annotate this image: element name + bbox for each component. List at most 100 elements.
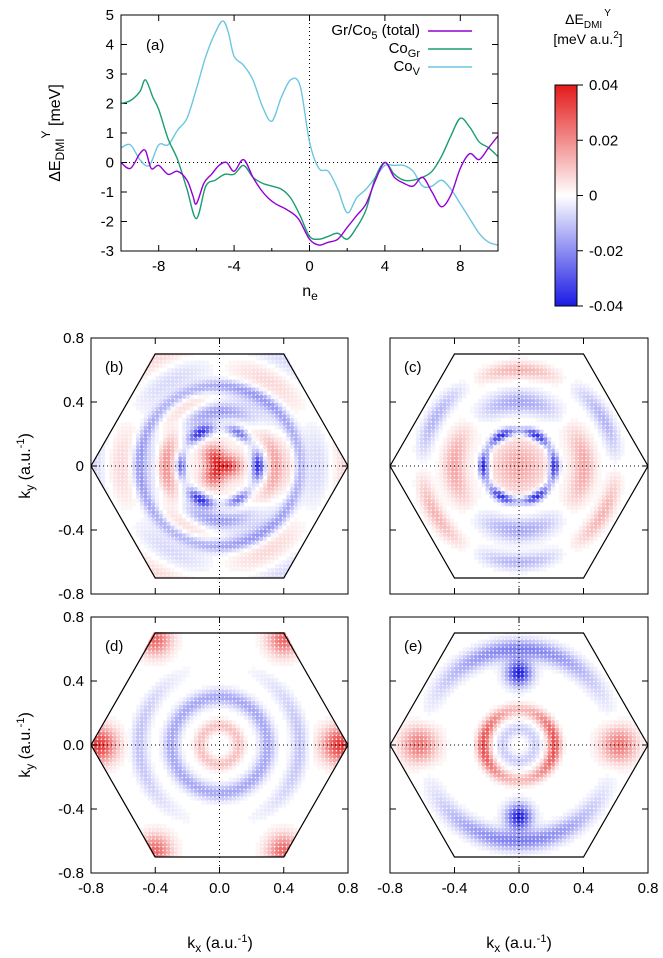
kspace-dot xyxy=(504,533,509,538)
kspace-dot xyxy=(516,517,521,522)
kspace-dot xyxy=(166,383,171,388)
kspace-dot xyxy=(282,448,287,453)
kspace-dot xyxy=(220,502,225,507)
kspace-dot xyxy=(189,517,194,522)
kspace-dot xyxy=(458,444,463,449)
kspace-dot xyxy=(520,440,525,446)
kspace-dot xyxy=(239,463,245,469)
kspace-dot xyxy=(101,479,106,484)
kspace-dot xyxy=(512,414,517,419)
kspace-dot xyxy=(340,563,345,568)
kspace-dot xyxy=(162,483,167,488)
kspace-dot xyxy=(286,410,291,415)
kspace-dot xyxy=(558,463,564,469)
kspace-dot xyxy=(97,460,102,465)
kspace-dot xyxy=(574,486,579,492)
kspace-dot xyxy=(508,452,513,457)
kspace-dot xyxy=(435,429,440,434)
kspace-dot xyxy=(570,544,575,549)
kspace-dot xyxy=(496,525,502,530)
kspace-dot xyxy=(423,444,428,449)
kspace-dot xyxy=(616,498,622,503)
kspace-dot xyxy=(305,371,310,376)
kspace-dot xyxy=(155,367,160,373)
kspace-dot xyxy=(446,467,451,472)
kspace-dot xyxy=(259,571,264,576)
kspace-dot xyxy=(547,517,552,522)
kspace-dot xyxy=(255,421,260,426)
kspace-dot xyxy=(427,494,432,499)
kspace-dot xyxy=(313,556,318,561)
kspace-dot xyxy=(108,475,113,480)
kspace-dot xyxy=(255,448,260,453)
kspace-dot xyxy=(205,456,210,461)
kspace-dot xyxy=(270,379,275,384)
kspace-dot xyxy=(442,486,447,492)
kspace-dot xyxy=(266,571,272,576)
kspace-dot xyxy=(578,440,583,446)
kspace-dot xyxy=(613,421,618,426)
kspace-dot xyxy=(86,353,90,357)
kspace-dot xyxy=(228,379,233,384)
kspace-dot xyxy=(547,490,552,495)
kspace-dot xyxy=(516,479,521,484)
kspace-dot xyxy=(446,509,451,515)
kspace-dot xyxy=(504,525,509,530)
kspace-dot xyxy=(228,383,233,388)
kspace-dot xyxy=(465,506,471,511)
kspace-dot xyxy=(508,529,513,534)
kspace-dot xyxy=(247,533,252,538)
kspace-dot xyxy=(239,479,245,484)
kspace-dot xyxy=(151,452,156,457)
kspace-dot xyxy=(613,494,618,499)
kspace-dot xyxy=(205,387,210,392)
kspace-dot xyxy=(236,517,241,522)
kspace-dot xyxy=(313,452,318,457)
kspace-dot xyxy=(209,486,214,492)
kspace-dot xyxy=(112,463,117,469)
kspace-dot xyxy=(193,544,198,549)
kspace-dot xyxy=(182,371,187,376)
kspace-dot xyxy=(462,506,467,511)
x-axis-label: ne xyxy=(302,283,318,303)
kspace-dot xyxy=(340,444,345,449)
kspace-dot xyxy=(174,394,179,399)
kspace-dot xyxy=(593,467,598,472)
kspace-dot xyxy=(86,483,90,487)
kspace-dot xyxy=(205,425,210,430)
kspace-dot xyxy=(531,475,536,480)
legend: Gr/Co5 (total) CoGr CoV xyxy=(331,22,472,78)
kspace-dot xyxy=(473,437,478,442)
kspace-dot xyxy=(551,513,556,519)
kspace-dot xyxy=(454,479,459,484)
kspace-dot xyxy=(189,494,194,499)
kspace-dot xyxy=(97,371,102,376)
kspace-dot xyxy=(224,506,229,511)
kspace-dot xyxy=(197,536,202,542)
kspace-dot xyxy=(531,425,536,430)
kspace-dot xyxy=(131,364,137,369)
kspace-dot xyxy=(147,425,152,430)
kspace-dot xyxy=(504,471,509,476)
kspace-dot xyxy=(616,425,622,430)
kspace-dot xyxy=(535,509,540,515)
kspace-dot xyxy=(274,387,279,392)
kspace-dot xyxy=(609,433,614,438)
kspace-dot xyxy=(216,379,221,384)
kspace-dot xyxy=(496,486,502,492)
kspace-dot xyxy=(524,425,529,430)
kspace-dot xyxy=(151,529,156,534)
kspace-dot xyxy=(317,552,322,557)
kspace-dot xyxy=(139,444,144,449)
kspace-dot xyxy=(224,533,229,538)
kspace-dot xyxy=(166,548,171,553)
kspace-dot xyxy=(531,479,536,484)
kspace-dot xyxy=(446,433,451,438)
kspace-dot xyxy=(481,417,486,422)
kspace-dot xyxy=(450,463,455,469)
kspace-dot xyxy=(524,533,529,538)
kspace-dot xyxy=(174,552,179,557)
kspace-dot xyxy=(516,460,521,465)
kspace-dot xyxy=(155,410,160,415)
kspace-dot xyxy=(185,486,191,492)
